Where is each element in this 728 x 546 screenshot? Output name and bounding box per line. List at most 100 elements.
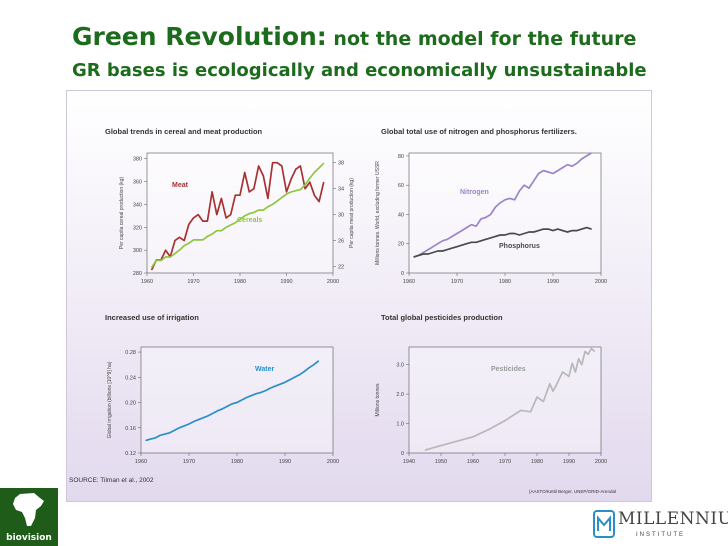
data-point-phosphorus — [461, 244, 463, 246]
data-point-pesticides — [536, 396, 538, 398]
data-point-phosphorus — [566, 231, 568, 233]
x-tick-label: 1990 — [279, 459, 291, 465]
data-point-water — [265, 390, 267, 392]
x-tick-label: 2000 — [327, 279, 339, 285]
data-point-pesticides — [578, 358, 580, 360]
credit-note: (AASTO/Kettil Berger, UNEP/GRID-Arendal — [529, 489, 616, 494]
data-point-cereals — [216, 230, 218, 232]
data-point-pesticides — [594, 350, 596, 352]
data-point-nitrogen — [490, 213, 492, 215]
data-point-pesticides — [555, 384, 557, 386]
data-point-meat — [179, 236, 181, 238]
y-right-tick-label: 26 — [338, 239, 344, 245]
data-point-cereals — [234, 222, 236, 224]
data-point-water — [236, 402, 238, 404]
y-tick-label: 3.0 — [396, 363, 404, 369]
data-point-meat — [216, 214, 218, 216]
data-point-cereals — [220, 230, 222, 232]
data-point-phosphorus — [562, 230, 564, 232]
africa-map-icon — [13, 493, 44, 526]
slide-title: Green Revolution: not the model for the … — [72, 22, 636, 51]
y-tick-label: 360 — [133, 180, 142, 186]
series-label-meat: Meat — [172, 182, 189, 189]
data-point-nitrogen — [581, 158, 583, 160]
data-point-meat — [272, 162, 274, 164]
data-point-cereals — [309, 177, 311, 179]
data-point-meat — [299, 165, 301, 167]
millennium-mark-icon — [593, 510, 615, 538]
data-point-nitrogen — [480, 218, 482, 220]
data-point-phosphorus — [590, 228, 592, 230]
data-point-cereals — [272, 203, 274, 205]
data-point-meat — [309, 181, 311, 183]
data-point-phosphorus — [499, 234, 501, 236]
data-point-water — [294, 376, 296, 378]
charts-svg: Global trends in cereal and meat product… — [105, 127, 607, 465]
slide-title-main: Green Revolution: — [72, 22, 327, 51]
data-point-meat — [267, 197, 269, 199]
x-tick-label: 1990 — [280, 279, 292, 285]
data-point-cereals — [193, 239, 194, 241]
data-point-water — [169, 432, 171, 434]
x-tick-label: 1960 — [467, 459, 479, 465]
data-point-nitrogen — [566, 164, 568, 166]
data-point-phosphorus — [446, 249, 448, 251]
data-point-phosphorus — [466, 243, 468, 245]
slide-subtitle: GR bases is ecologically and economicall… — [72, 60, 647, 81]
figure-panel: Global trends in cereal and meat product… — [66, 90, 652, 502]
data-point-nitrogen — [446, 238, 448, 240]
data-point-meat — [295, 168, 297, 170]
data-point-pesticides — [456, 440, 458, 442]
panel-title-2: Global total use of nitrogen and phospho… — [381, 127, 577, 136]
y-right-tick-label: 22 — [338, 265, 344, 271]
data-point-cereals — [202, 239, 204, 241]
panel-title-1: Global trends in cereal and meat product… — [105, 127, 263, 136]
data-point-phosphorus — [571, 230, 573, 232]
data-point-water — [145, 439, 147, 441]
y-right-tick-label: 38 — [338, 161, 344, 167]
data-point-water — [202, 417, 204, 419]
data-point-nitrogen — [518, 190, 520, 192]
data-point-meat — [230, 214, 232, 216]
data-point-water — [260, 391, 262, 393]
x-tick-label: 1990 — [547, 279, 559, 285]
data-point-phosphorus — [542, 228, 544, 230]
data-point-cereals — [295, 190, 297, 192]
data-point-nitrogen — [442, 240, 444, 242]
data-point-cereals — [151, 266, 153, 268]
data-point-cereals — [169, 256, 171, 258]
x-tick-label: 1970 — [183, 459, 195, 465]
data-point-nitrogen — [461, 230, 463, 232]
data-point-water — [289, 379, 291, 381]
data-point-cereals — [165, 256, 167, 258]
source-note: SOURCE: Tilman et al., 2002 — [69, 477, 154, 484]
plot-frame-3 — [140, 346, 334, 454]
x-tick-label: 1960 — [135, 459, 147, 465]
data-point-nitrogen — [547, 171, 549, 173]
data-point-pesticides — [552, 390, 554, 392]
data-point-cereals — [244, 215, 246, 217]
data-point-nitrogen — [571, 165, 573, 167]
data-point-water — [174, 429, 176, 431]
data-point-pesticides — [574, 371, 576, 373]
data-point-cereals — [225, 226, 227, 228]
y-tick-label: 320 — [133, 225, 142, 231]
data-point-cereals — [262, 209, 264, 211]
y-tick-label: 20 — [398, 242, 404, 248]
data-point-water — [270, 387, 272, 389]
y-tick-label: 60 — [398, 183, 404, 189]
data-point-nitrogen — [562, 167, 564, 169]
millennium-subtitle: INSTITUTE — [636, 532, 685, 538]
data-point-water — [246, 396, 248, 398]
data-point-meat — [202, 220, 204, 222]
data-point-meat — [262, 175, 264, 177]
data-point-water — [183, 425, 185, 427]
data-point-pesticides — [571, 362, 573, 364]
data-point-nitrogen — [552, 172, 554, 174]
data-point-phosphorus — [470, 241, 472, 243]
y-right-axis-title: Per capita meat production (kg) — [349, 178, 355, 248]
y-axis-title-4: Millions tonnes — [375, 383, 381, 417]
series-line-meat — [150, 161, 325, 271]
data-point-meat — [197, 214, 199, 216]
data-point-nitrogen — [485, 216, 487, 218]
